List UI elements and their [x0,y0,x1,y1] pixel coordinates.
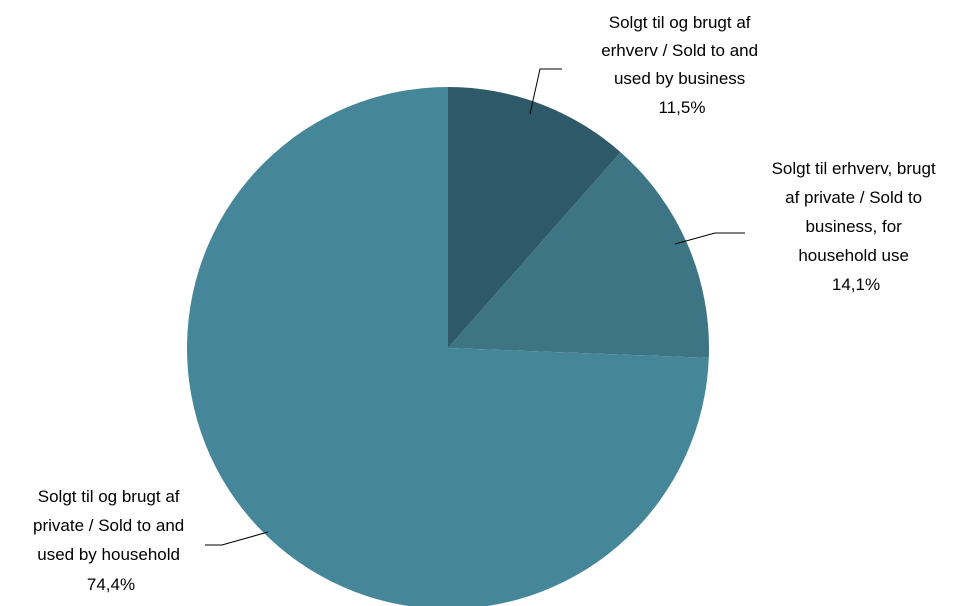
pie-slice-household [187,87,709,606]
slice-value-household: 74,4% [87,575,135,594]
slice-label-business-household-line-3: business, for [805,217,902,236]
slice-value-business: 11,5% [659,98,706,117]
slice-label-household-line-1: Solgt til og brugt af [38,487,180,506]
slice-label-household: Solgt til og brugt af private / Sold to … [33,487,189,594]
slice-label-household-line-3: used by household [37,545,180,564]
pie-slice-business [448,87,621,348]
leader-line-business [529,68,562,115]
slice-label-household-line-2: private / Sold to and [33,516,184,535]
slice-label-business-line-2: erhverv / Sold to and [601,41,758,60]
slice-label-business-household-line-4: household use [798,246,909,265]
slice-label-business-household: Solgt til erhverv, brugt af private / So… [772,159,941,294]
slice-label-business-household-line-2: af private / Sold to [785,188,922,207]
leader-line-business-household [674,232,745,245]
pie-slice-business-household [448,152,709,358]
slice-label-business: Solgt til og brugt af erhverv / Sold to … [601,13,763,117]
slice-label-business-line-1: Solgt til og brugt af [609,13,751,32]
pie-slices [187,87,709,606]
slice-value-business-household: 14,1% [832,275,880,294]
slice-label-business-household-line-1: Solgt til erhverv, brugt [772,159,936,178]
leader-lines [205,68,745,546]
leader-line-household [205,531,269,546]
slice-label-business-line-3: used by business [614,69,745,88]
